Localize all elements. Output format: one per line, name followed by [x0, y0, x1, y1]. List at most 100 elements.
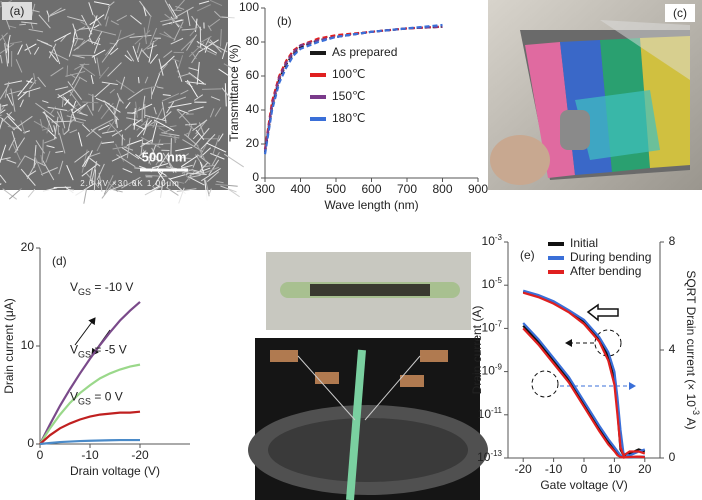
fiber — [149, 53, 159, 64]
label: SQRT Drain current (× 10-3 A) — [684, 270, 701, 429]
fiber — [20, 168, 36, 186]
fiber — [49, 7, 62, 16]
fiber — [0, 114, 3, 116]
fiber — [95, 97, 110, 105]
y-tick-label: 60 — [246, 68, 260, 82]
fiber — [1, 111, 13, 123]
fiber — [87, 39, 101, 46]
y-tick-label: 10-5 — [482, 276, 503, 292]
fiber — [77, 39, 86, 50]
fiber — [90, 74, 94, 85]
panel-label: (e) — [520, 248, 535, 262]
fiber — [17, 91, 28, 100]
fiber — [215, 183, 238, 187]
fiber — [19, 23, 26, 26]
fiber — [199, 166, 220, 176]
fiber — [159, 134, 180, 139]
fiber — [39, 118, 43, 129]
fiber — [55, 150, 64, 154]
fiber — [77, 132, 83, 147]
fiber — [161, 111, 172, 121]
label-part: GS — [78, 350, 91, 360]
fiber — [0, 32, 8, 41]
fiber — [177, 72, 191, 78]
fiber — [189, 174, 201, 179]
fiber — [166, 101, 175, 114]
fiber — [56, 111, 64, 123]
fiber — [17, 44, 23, 55]
fiber — [14, 137, 26, 154]
fiber — [152, 107, 164, 128]
dashed-circle — [594, 329, 622, 357]
fiber — [169, 9, 182, 12]
series-line — [522, 291, 646, 458]
fiber — [38, 14, 51, 29]
tick-base: 10 — [477, 450, 491, 464]
fiber — [93, 169, 97, 191]
fiber — [12, 143, 21, 161]
fiber — [0, 174, 7, 183]
fiber — [10, 88, 16, 112]
fiber — [58, 133, 66, 154]
x-tick-label: -10 — [545, 462, 563, 476]
fiber — [72, 103, 86, 114]
fiber — [196, 4, 211, 12]
fiber — [78, 27, 92, 30]
fiber — [134, 30, 151, 45]
fiber — [51, 120, 73, 123]
fiber — [180, 155, 198, 168]
fiber — [157, 171, 166, 182]
fiber — [40, 167, 58, 176]
fiber — [208, 159, 220, 176]
fiber — [176, 109, 193, 127]
fiber — [205, 37, 210, 46]
fiber — [82, 123, 91, 132]
fiber — [151, 185, 161, 191]
fiber — [136, 115, 152, 131]
legend-label: As prepared — [332, 45, 397, 59]
fiber — [135, 101, 138, 118]
fiber — [4, 80, 23, 85]
fiber — [17, 155, 26, 168]
fiber — [209, 108, 215, 118]
fiber — [198, 39, 219, 53]
fiber — [67, 81, 83, 100]
fiber — [220, 185, 237, 193]
y-tick-label: 100 — [239, 0, 259, 14]
y-tick-label: 80 — [246, 34, 260, 48]
fiber — [4, 42, 9, 67]
fiber — [208, 188, 212, 196]
photo — [488, 0, 702, 190]
fiber — [158, 63, 168, 75]
fiber — [66, 115, 87, 122]
fiber — [98, 124, 110, 131]
label-part: GS — [78, 397, 91, 407]
fiber — [164, 0, 175, 18]
fiber — [186, 172, 207, 175]
y-tick-label: 10 — [21, 338, 35, 352]
fiber — [142, 95, 146, 110]
fiber — [214, 10, 222, 18]
label-part: GS — [78, 287, 91, 297]
fiber — [58, 160, 64, 175]
fiber — [158, 127, 177, 140]
x-tick-label: -10 — [81, 448, 99, 462]
fiber — [161, 101, 167, 124]
fiber — [175, 0, 185, 11]
fiber — [224, 83, 227, 107]
fiber — [155, 152, 170, 172]
fiber — [0, 117, 4, 130]
fiber — [40, 41, 53, 47]
fiber — [148, 144, 157, 164]
fiber — [168, 19, 184, 25]
fiber — [142, 85, 158, 90]
fiber — [63, 97, 75, 109]
fiber — [42, 127, 52, 131]
x-tick-label: 400 — [290, 182, 310, 196]
fiber — [133, 108, 136, 130]
fiber — [0, 105, 5, 114]
fiber — [110, 184, 124, 191]
fiber — [101, 141, 115, 144]
fiber — [89, 14, 105, 26]
fiber — [193, 94, 204, 101]
